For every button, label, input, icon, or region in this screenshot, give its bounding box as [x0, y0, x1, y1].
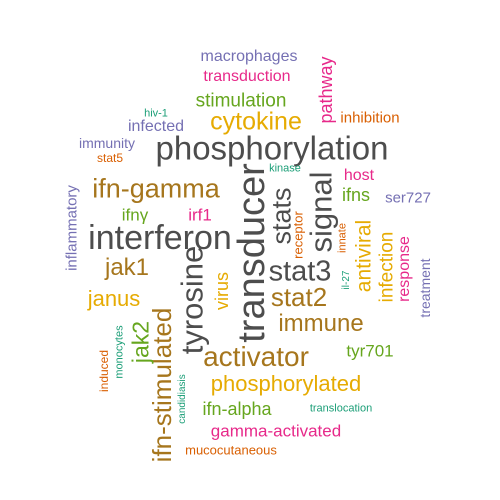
word-monocytes: monocytes: [113, 325, 126, 379]
word-activator: activator: [203, 341, 309, 372]
word-host: host: [343, 167, 375, 184]
word-hiv-1: hiv-1: [144, 107, 168, 120]
word-ser727: ser727: [385, 189, 431, 207]
word-cytokine: cytokine: [210, 107, 302, 136]
word-tyr701: tyr701: [346, 341, 394, 361]
word-transduction: transduction: [203, 68, 291, 85]
word-interferon: interferon: [88, 219, 232, 257]
word-signal: signal: [303, 171, 339, 253]
word-stat2: stat2: [270, 282, 328, 312]
word-jak2: jak2: [127, 320, 154, 364]
word-stimulation: stimulation: [195, 90, 287, 112]
word-pathway: pathway: [316, 56, 336, 124]
word-irf1: irf1: [188, 205, 212, 225]
word-induced: induced: [97, 349, 111, 393]
word-immunity: immunity: [78, 135, 136, 151]
word-ifn-gamma: ifn-gamma: [92, 173, 220, 204]
word-stat3: stat3: [268, 255, 332, 288]
word-jak1: jak1: [104, 254, 150, 281]
word-tyrosine: tyrosine: [174, 245, 210, 355]
word-receptor: receptor: [290, 211, 306, 259]
word-phosphorylated: phosphorylated: [210, 371, 362, 396]
word-ifn-: ifnγ: [121, 205, 149, 225]
word-virus: virus: [212, 271, 232, 311]
word-innate: innate: [336, 223, 349, 253]
word-phosphorylation: phosphorylation: [155, 129, 389, 167]
word-transducer: transducer: [231, 163, 273, 343]
word-macrophages: macrophages: [200, 48, 298, 65]
word-candidiasis: candidiasis: [177, 374, 188, 424]
word-gamma-activated: gamma-activated: [210, 421, 342, 441]
word-il-27: il-27: [341, 270, 352, 290]
word-translocation: translocation: [309, 402, 373, 415]
word-kinase: kinase: [269, 162, 301, 175]
word-ifn-alpha: ifn-alpha: [202, 399, 272, 419]
word-response: response: [396, 236, 413, 302]
word-inhibition: inhibition: [340, 109, 400, 127]
word-infection: infection: [376, 231, 398, 303]
word-inflammatory: inflammatory: [63, 185, 81, 271]
word-immune: immune: [278, 310, 364, 337]
word-ifns: ifns: [341, 185, 371, 205]
word-infected: infected: [127, 118, 185, 135]
word-treatment: treatment: [417, 258, 433, 318]
word-stat5: stat5: [96, 151, 124, 165]
word-antiviral: antiviral: [352, 219, 376, 293]
word-janus: janus: [87, 286, 141, 311]
word-mucocutaneous: mucocutaneous: [185, 442, 277, 458]
